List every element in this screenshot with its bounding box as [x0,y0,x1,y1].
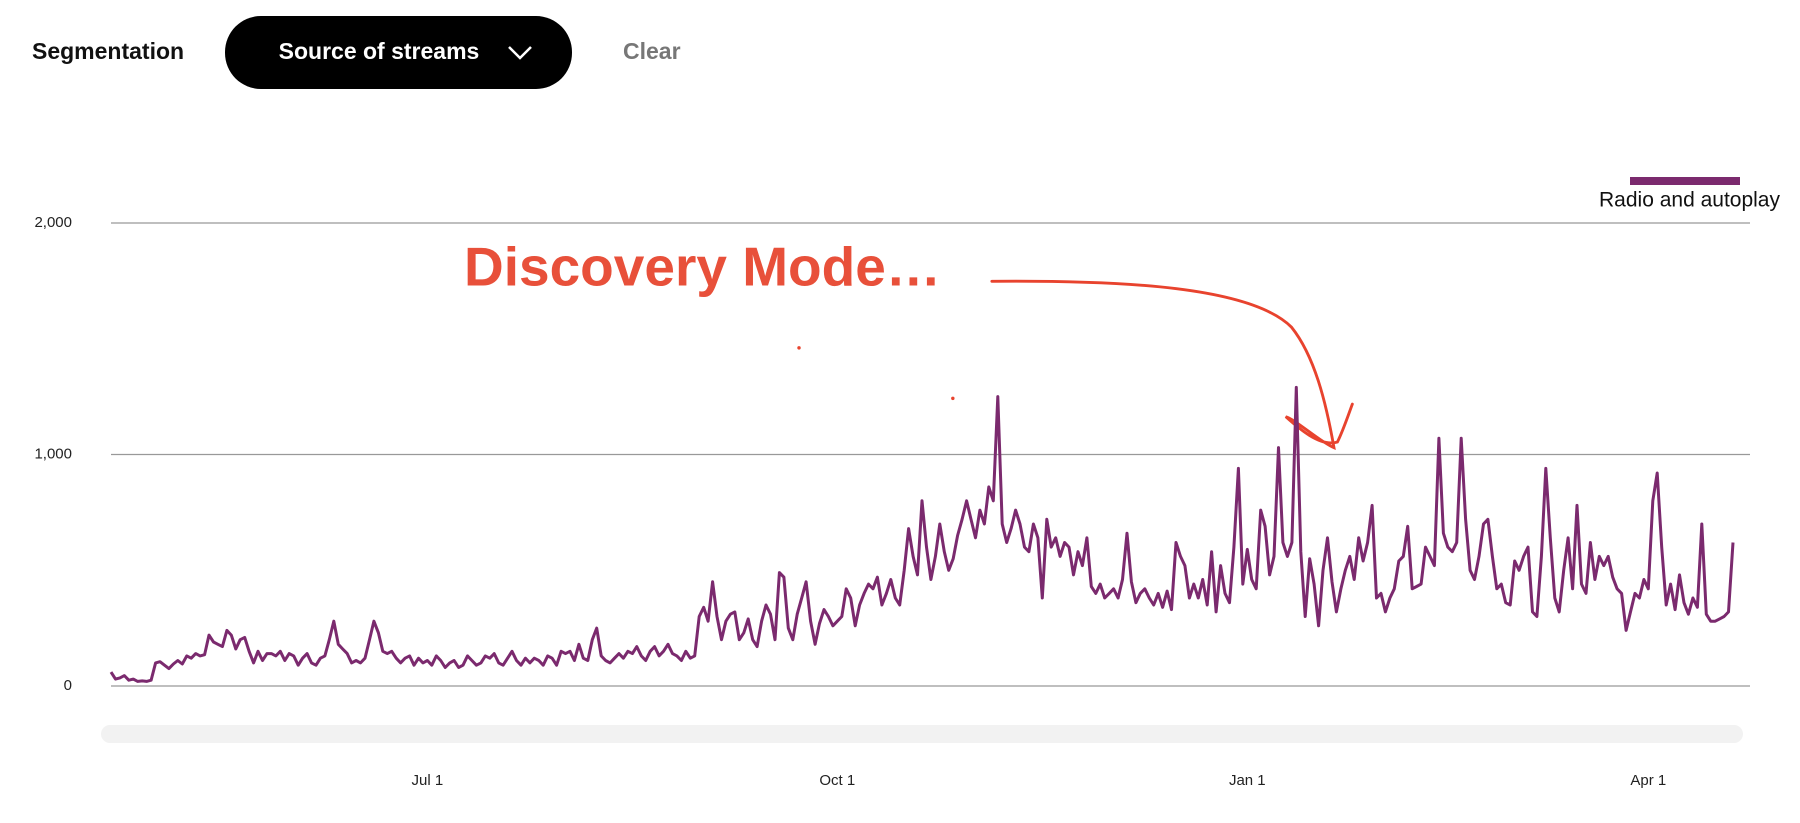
y-tick-label: 2,000 [34,214,72,231]
x-tick-label: Jul 1 [412,772,444,789]
x-tick-label: Apr 1 [1630,772,1666,789]
series-line [109,385,1735,683]
arrow-stroke [990,279,1354,451]
annotation-arrow [797,279,1354,451]
y-tick-label: 0 [64,677,72,694]
x-tick-label: Oct 1 [819,772,855,789]
legend-label: Radio and autoplay [1599,189,1780,212]
segmentation-label: Segmentation [32,38,184,64]
dropdown-text[interactable]: Source of streams [279,38,480,64]
x-tick-label: Jan 1 [1229,772,1266,789]
y-tick-label: 1,000 [34,445,72,462]
dot [951,396,955,401]
clear-button[interactable]: Clear [623,38,681,64]
dropdown-button[interactable] [225,16,572,89]
scrollbar-track [101,725,1743,743]
dropdown[interactable]: Source of streams [225,16,572,89]
dot [797,346,801,350]
chevron[interactable] [508,46,532,60]
annotation: Discovery Mode… [464,236,941,298]
